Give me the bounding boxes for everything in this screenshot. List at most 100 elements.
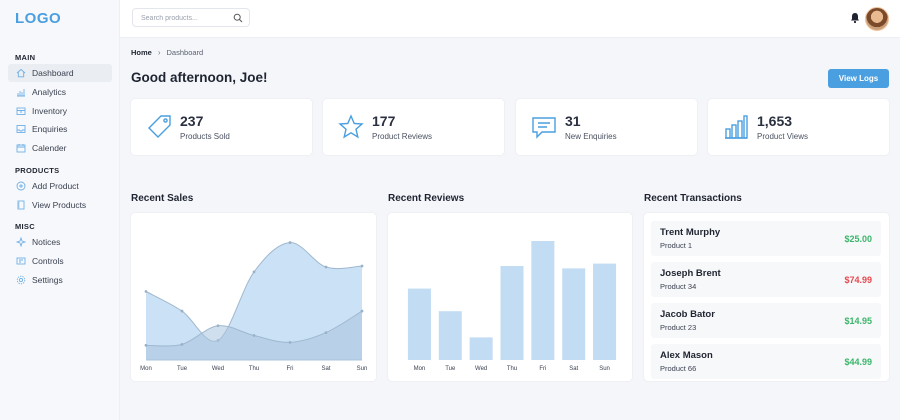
reviews-x-tick-label: Sun <box>599 366 610 372</box>
search-icon[interactable] <box>233 13 243 23</box>
stat-value: 1,653 <box>757 113 793 129</box>
search-box <box>132 8 250 27</box>
transaction-name: Trent Murphy <box>660 227 721 238</box>
sidebar: LOGO MAIN Dashboard Analytics Inventory … <box>0 0 120 420</box>
stat-card-products-sold: 237 Products Sold <box>131 99 312 155</box>
transaction-name: Jacob Bator <box>660 309 715 320</box>
breadcrumb-current: Dashboard <box>166 48 204 57</box>
bell-icon[interactable] <box>849 12 861 24</box>
sales-point-tue <box>180 342 184 346</box>
sliders-icon <box>16 256 26 266</box>
sales-area-chart: Mon Tue Wed Thu Fri Sat Sun <box>140 241 368 372</box>
reviews-bar-tue <box>438 311 462 360</box>
sales-point-mon <box>144 343 148 347</box>
sales-x-tick-label: Thu <box>249 366 259 372</box>
nav-section-products: PRODUCTS <box>15 166 60 175</box>
sales-x-tick-label: Sun <box>357 366 368 372</box>
sales-point-mon <box>144 290 148 293</box>
sidebar-item-enquiries[interactable]: Enquiries <box>8 120 112 138</box>
reviews-bar-mon <box>407 288 431 360</box>
transaction-row[interactable]: Jacob Bator Product 23 $14.95 <box>651 303 881 338</box>
stat-card-new-enquiries: 31 New Enquiries <box>516 99 697 155</box>
transaction-amount: $74.99 <box>844 275 872 285</box>
sales-point-fri <box>288 241 292 244</box>
transaction-product: Product 66 <box>660 364 697 373</box>
sales-x-tick-label: Wed <box>212 366 224 372</box>
transaction-product: Product 34 <box>660 282 697 291</box>
breadcrumb-home[interactable]: Home <box>131 48 152 57</box>
recent-sales-panel: Mon Tue Wed Thu Fri Sat Sun <box>131 213 376 381</box>
reviews-x-tick-label: Tue <box>445 366 456 372</box>
reviews-x-tick-label: Sat <box>569 366 578 372</box>
sales-point-fri <box>288 340 292 344</box>
message-icon <box>530 113 558 141</box>
stat-card-product-reviews: 177 Product Reviews <box>323 99 504 155</box>
section-title-recent-sales: Recent Sales <box>131 193 194 204</box>
transaction-row[interactable]: Trent Murphy Product 1 $25.00 <box>651 221 881 256</box>
reviews-x-tick-label: Thu <box>507 366 517 372</box>
transaction-name: Joseph Brent <box>660 268 721 279</box>
sales-point-wed <box>216 324 220 328</box>
sidebar-item-label: View Products <box>32 200 87 210</box>
sidebar-item-label: Enquiries <box>32 124 68 134</box>
stat-value: 237 <box>180 113 204 129</box>
stat-value: 31 <box>565 113 581 129</box>
reviews-bar-wed <box>469 337 493 360</box>
stat-label: Product Reviews <box>372 132 433 141</box>
transaction-amount: $25.00 <box>844 234 872 244</box>
reviews-bar-fri <box>531 241 555 360</box>
section-title-recent-transactions: Recent Transactions <box>644 193 742 204</box>
page-title: Good afternoon, Joe! <box>131 70 268 85</box>
stat-label: Product Views <box>757 132 808 141</box>
sales-point-tue <box>180 309 184 313</box>
nav-section-main: MAIN <box>15 53 36 62</box>
search-input[interactable] <box>141 12 231 24</box>
sidebar-item-dashboard[interactable]: Dashboard <box>8 64 112 82</box>
sidebar-item-label: Add Product <box>32 181 79 191</box>
transaction-product: Product 1 <box>660 241 693 250</box>
sidebar-item-label: Analytics <box>32 87 67 97</box>
reviews-bar-sat <box>562 268 586 360</box>
sidebar-item-inventory[interactable]: Inventory <box>8 102 112 120</box>
sidebar-item-add-product[interactable]: Add Product <box>8 177 112 195</box>
sales-point-thu <box>252 334 256 337</box>
sales-x-tick-label: Sat <box>321 366 330 372</box>
stat-value: 177 <box>372 113 396 129</box>
logo[interactable]: LOGO <box>15 10 62 27</box>
sidebar-item-settings[interactable]: Settings <box>8 271 112 289</box>
sidebar-item-analytics[interactable]: Analytics <box>8 83 112 101</box>
sidebar-item-label: Notices <box>32 237 61 247</box>
list-icon <box>16 200 26 210</box>
sales-point-sun <box>360 264 364 268</box>
section-title-recent-reviews: Recent Reviews <box>388 193 465 204</box>
reviews-x-tick-label: Fri <box>539 366 546 372</box>
view-logs-button[interactable]: View Logs <box>828 69 889 88</box>
transaction-row[interactable]: Joseph Brent Product 34 $74.99 <box>651 262 881 297</box>
sidebar-item-label: Dashboard <box>32 68 74 78</box>
stat-label: Products Sold <box>180 132 230 141</box>
avatar[interactable] <box>865 7 889 31</box>
bar-chart-icon <box>722 113 750 141</box>
sidebar-item-label: Calender <box>32 143 67 153</box>
transaction-product: Product 23 <box>660 323 697 332</box>
transaction-name: Alex Mason <box>660 350 713 361</box>
bar-chart-icon <box>16 87 26 97</box>
breadcrumb: Home › Dashboard <box>131 48 203 57</box>
sidebar-item-view-products[interactable]: View Products <box>8 196 112 214</box>
box-icon <box>16 106 26 116</box>
stat-card-product-views: 1,653 Product Views <box>708 99 889 155</box>
nav-section-misc: MISC <box>15 222 35 231</box>
sidebar-item-calender[interactable]: Calender <box>8 139 112 157</box>
tag-icon <box>145 113 173 141</box>
sales-x-tick-label: Tue <box>177 366 188 372</box>
sales-area-series-1 <box>146 311 362 360</box>
sidebar-item-controls[interactable]: Controls <box>8 252 112 270</box>
transaction-row[interactable]: Alex Mason Product 66 $44.99 <box>651 344 881 379</box>
sidebar-item-notices[interactable]: Notices <box>8 233 112 251</box>
gear-icon <box>16 275 26 285</box>
sales-point-sat <box>324 331 328 334</box>
chevron-right-icon: › <box>157 48 161 57</box>
sidebar-item-label: Settings <box>32 275 63 285</box>
plus-circle-icon <box>16 181 26 191</box>
sales-x-tick-label: Fri <box>287 366 294 372</box>
